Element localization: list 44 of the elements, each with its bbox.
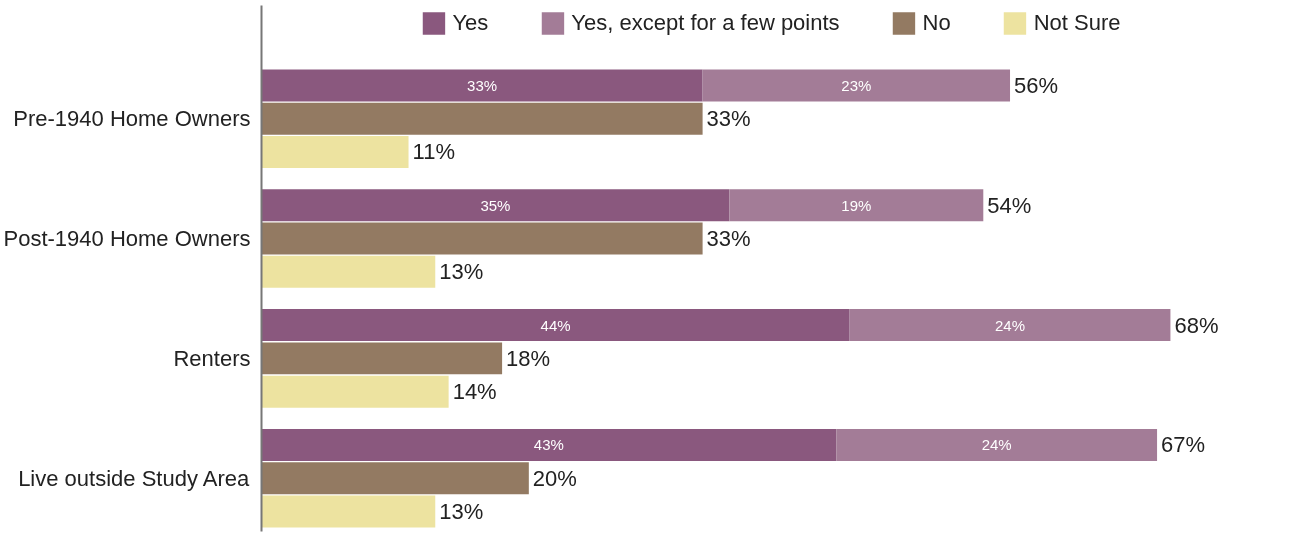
bar — [261, 428, 837, 461]
bar — [261, 375, 449, 408]
bar — [261, 222, 703, 255]
y-tick-label: Pre-1940 Home Owners — [13, 106, 251, 132]
bar — [849, 309, 1171, 342]
total-label: 68% — [1174, 312, 1219, 338]
legend-label: Not Sure — [1033, 10, 1121, 36]
data-label: 24% — [981, 436, 1012, 454]
bar — [702, 69, 1011, 102]
bar — [729, 189, 984, 222]
bar — [261, 462, 529, 495]
bar — [261, 255, 436, 288]
data-label: 43% — [533, 436, 564, 454]
data-label: 24% — [995, 316, 1026, 334]
data-label: 14% — [452, 379, 497, 405]
data-label: 33% — [706, 226, 751, 252]
bar — [261, 136, 409, 168]
bar — [836, 428, 1158, 461]
y-tick-label: Live outside Study Area — [18, 465, 251, 491]
y-tick-label: Post-1940 Home Owners — [3, 226, 251, 252]
total-label: 56% — [1014, 72, 1059, 98]
legend-label: Yes, except for a few points — [571, 10, 840, 36]
bar — [261, 69, 703, 102]
bar — [261, 309, 850, 342]
total-label: 67% — [1161, 432, 1206, 458]
data-label: 33% — [467, 76, 498, 94]
data-label: 20% — [532, 465, 577, 491]
total-label: 54% — [987, 192, 1032, 218]
legend-label: No — [922, 10, 951, 36]
data-label: 13% — [439, 259, 484, 285]
bar — [261, 342, 503, 375]
bar — [261, 102, 703, 135]
data-label: 33% — [706, 106, 751, 132]
data-label: 13% — [439, 499, 484, 525]
data-label: 19% — [841, 196, 872, 214]
y-tick-label: Renters — [173, 345, 251, 371]
data-label: 35% — [480, 196, 511, 214]
data-label: 11% — [412, 139, 455, 165]
data-label: 44% — [540, 316, 571, 334]
bar — [261, 189, 730, 222]
legend-label: Yes — [452, 10, 489, 36]
data-label: 18% — [506, 345, 551, 371]
bar — [261, 495, 436, 528]
data-label: 23% — [841, 76, 872, 94]
